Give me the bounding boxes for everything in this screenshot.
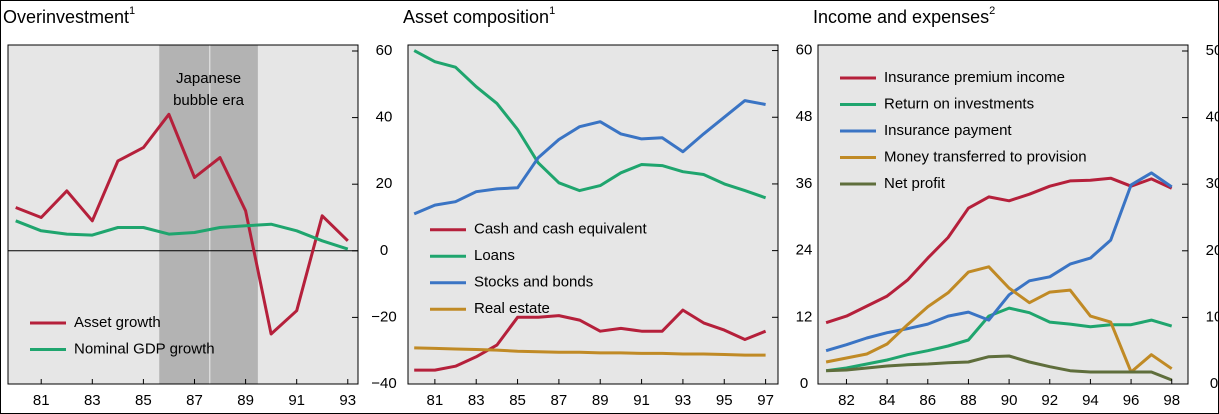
series-line [15, 219, 349, 251]
x-tick-label: 83 [468, 392, 485, 409]
y-tick-label: 60 [376, 42, 393, 59]
x-tick-label: 93 [675, 392, 692, 409]
x-tick-label: 87 [551, 392, 568, 409]
title-superscript: 1 [549, 5, 555, 17]
panel-title: Overinvestment1 [3, 5, 135, 27]
legend-label: Net profit [884, 175, 946, 192]
series-line [413, 99, 766, 216]
series-line [825, 265, 1173, 374]
x-tick-label: 81 [427, 392, 444, 409]
y-tick-label: 50 [1206, 42, 1219, 59]
legend-label: Real estate [474, 300, 550, 317]
x-tick-label: 89 [592, 392, 609, 409]
x-tick-label: 96 [1123, 392, 1140, 409]
y-tick-label: 30 [1206, 175, 1219, 192]
x-tick-label: 95 [716, 392, 733, 409]
title-superscript: 2 [989, 5, 995, 17]
y-tick-label: 12 [796, 308, 813, 325]
x-tick-label: 92 [1041, 392, 1058, 409]
series-line [825, 306, 1173, 373]
x-tick-label: 91 [288, 392, 305, 409]
y-tick-label: 0 [380, 242, 388, 259]
y-tick-label: 20 [376, 175, 393, 192]
plot-frame [7, 44, 359, 385]
x-tick-label: 86 [919, 392, 936, 409]
series-line [825, 176, 1173, 325]
y-tick-label: 24 [796, 242, 813, 259]
title-text: Overinvestment [3, 7, 129, 27]
series-line [826, 354, 1173, 382]
x-tick-label: 82 [838, 392, 855, 409]
title-text: Income and expenses [813, 7, 989, 27]
y-tick-label: 40 [376, 109, 393, 126]
plot-frame [407, 44, 779, 385]
plot-background [408, 45, 778, 384]
y-tick-label: −40 [371, 375, 396, 392]
series-line [414, 346, 766, 357]
annotation: bubble era [173, 92, 245, 109]
x-tick-label: 91 [633, 392, 650, 409]
x-tick-label: 97 [757, 392, 774, 409]
x-tick-label: 89 [237, 392, 254, 409]
series-line [825, 171, 1173, 353]
x-tick-label: 81 [33, 392, 50, 409]
y-tick-label: 20 [1206, 242, 1219, 259]
title-superscript: 1 [129, 5, 135, 17]
series-line [413, 49, 767, 200]
legend-label: Insurance payment [884, 122, 1012, 139]
legend-label: Loans [474, 247, 515, 264]
y-tick-label: 0 [800, 375, 808, 392]
legend-label: Insurance premium income [884, 69, 1065, 86]
legend-label: Asset growth [74, 314, 161, 331]
y-tick-label: 36 [796, 175, 813, 192]
y-tick-label: 60 [796, 42, 813, 59]
series-line [15, 112, 349, 336]
panel-title: Asset composition1 [403, 5, 555, 27]
legend-label: Cash and cash equivalent [474, 221, 647, 238]
x-tick-label: 93 [339, 392, 356, 409]
plot-background [818, 45, 1188, 384]
x-tick-label: 85 [135, 392, 152, 409]
y-tick-label: 0 [1210, 375, 1218, 392]
legend-label: Money transferred to provision [884, 148, 1087, 165]
x-tick-label: 83 [84, 392, 101, 409]
x-tick-label: 94 [1082, 392, 1099, 409]
legend-label: Return on investments [884, 95, 1034, 112]
title-text: Asset composition [403, 7, 549, 27]
annotation: Japanese [176, 70, 241, 87]
y-tick-label: 10 [1206, 308, 1219, 325]
x-tick-label: 84 [879, 392, 896, 409]
series-line [414, 308, 767, 372]
legend-label: Nominal GDP growth [74, 340, 215, 357]
legend-label: Stocks and bonds [474, 274, 593, 291]
x-tick-label: 87 [186, 392, 203, 409]
plot-frame [817, 44, 1189, 385]
panel-title: Income and expenses2 [813, 5, 995, 27]
shaded-period [158, 44, 211, 385]
x-tick-label: 98 [1163, 392, 1180, 409]
x-tick-label: 85 [509, 392, 526, 409]
y-tick-label: 40 [1206, 109, 1219, 126]
y-tick-label: 48 [796, 108, 813, 125]
y-tick-label: −20 [371, 308, 396, 325]
x-tick-label: 88 [960, 392, 977, 409]
x-tick-label: 90 [1001, 392, 1018, 409]
